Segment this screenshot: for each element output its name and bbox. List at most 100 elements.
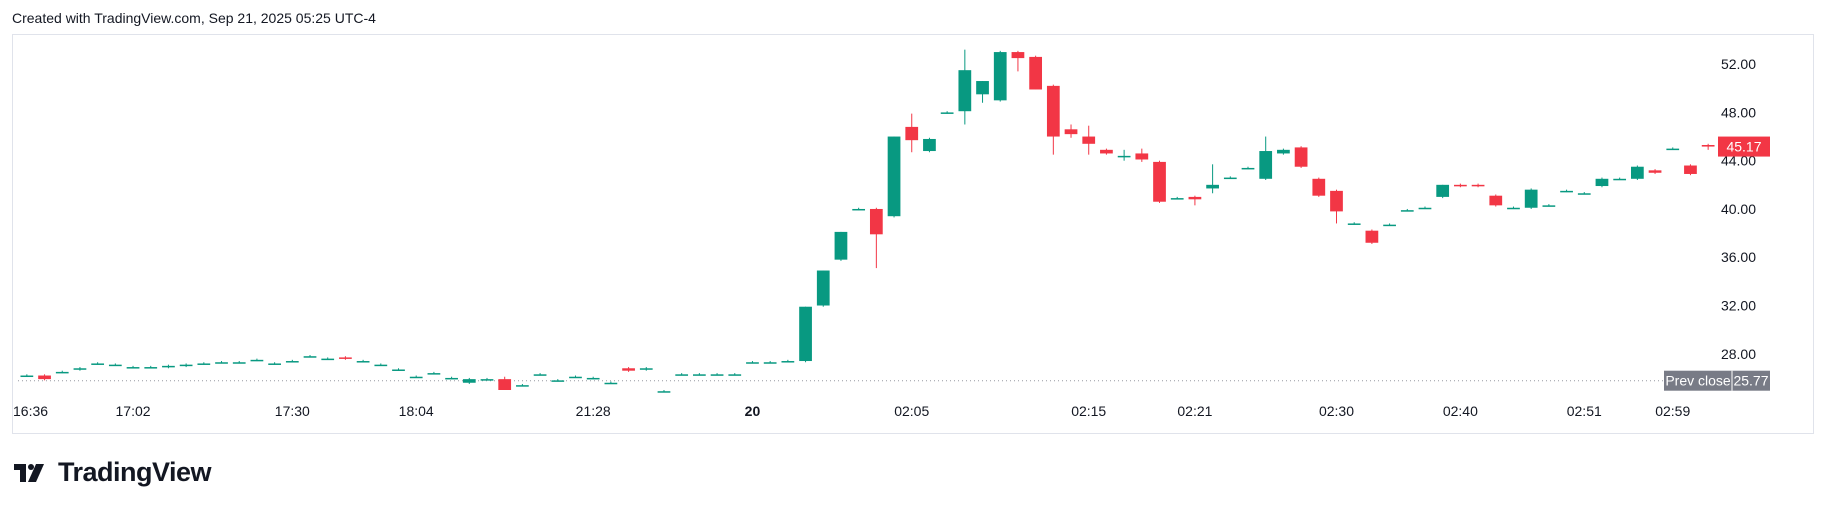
- candle-body[interactable]: [1170, 198, 1184, 200]
- candle-body[interactable]: [728, 374, 742, 376]
- candle-body[interactable]: [91, 363, 105, 365]
- candle-body[interactable]: [852, 208, 866, 211]
- candle-body[interactable]: [1383, 224, 1396, 227]
- candle-body[interactable]: [1524, 189, 1538, 208]
- candle-body[interactable]: [250, 359, 264, 362]
- candle-body[interactable]: [940, 112, 954, 114]
- candle-body[interactable]: [1294, 147, 1308, 167]
- candle-body[interactable]: [374, 364, 388, 367]
- candle-body[interactable]: [1153, 161, 1166, 202]
- tradingview-logo[interactable]: TradingView: [14, 457, 212, 488]
- candle-body[interactable]: [1489, 195, 1503, 206]
- candle-body[interactable]: [1454, 184, 1467, 187]
- candle-body[interactable]: [551, 380, 565, 382]
- candle-body[interactable]: [816, 270, 830, 306]
- candle-body[interactable]: [622, 368, 635, 371]
- candle-body[interactable]: [144, 367, 158, 369]
- candle-body[interactable]: [1241, 167, 1255, 170]
- candle-body[interactable]: [1082, 136, 1096, 144]
- candle-body[interactable]: [1188, 196, 1202, 200]
- candle-body[interactable]: [1064, 129, 1078, 135]
- candle-body[interactable]: [1542, 205, 1556, 207]
- candle-body[interactable]: [1206, 184, 1219, 189]
- candle-body[interactable]: [1400, 210, 1414, 212]
- candle-body[interactable]: [710, 374, 724, 376]
- candle-body[interactable]: [675, 374, 689, 376]
- candle-body[interactable]: [38, 375, 51, 380]
- candle-body[interactable]: [1347, 223, 1361, 225]
- candle-body[interactable]: [321, 358, 335, 361]
- candle-body[interactable]: [533, 374, 547, 376]
- candle-body[interactable]: [285, 361, 299, 363]
- candle-body[interactable]: [586, 377, 600, 380]
- candle-body[interactable]: [1365, 230, 1379, 243]
- candle-body[interactable]: [356, 361, 370, 363]
- candle-body[interactable]: [869, 208, 883, 235]
- candle-body[interactable]: [1418, 207, 1432, 210]
- candle-body[interactable]: [162, 365, 175, 368]
- candle-body[interactable]: [232, 362, 246, 364]
- candle-body[interactable]: [480, 379, 494, 381]
- candle-body[interactable]: [763, 362, 777, 364]
- candle-body[interactable]: [887, 136, 901, 217]
- chart-panel[interactable]: 52.00 48.00 44.00 40.00 36.00 32.00 28.00 16:36…: [12, 34, 1814, 434]
- candle-body[interactable]: [20, 375, 34, 378]
- candle-body[interactable]: [569, 376, 582, 379]
- candle-body[interactable]: [108, 364, 122, 367]
- candle-body[interactable]: [958, 70, 972, 112]
- candle-body[interactable]: [1277, 149, 1290, 154]
- candle-body[interactable]: [445, 377, 458, 380]
- candle-body[interactable]: [1471, 184, 1485, 187]
- candle-body[interactable]: [1436, 184, 1450, 197]
- candle-body[interactable]: [923, 138, 936, 152]
- candle-body[interactable]: [1701, 145, 1715, 147]
- candle-body[interactable]: [179, 364, 193, 367]
- candle-body[interactable]: [834, 231, 848, 260]
- candle-body[interactable]: [126, 367, 140, 369]
- candle-body[interactable]: [1259, 151, 1273, 179]
- candle-body[interactable]: [427, 373, 441, 375]
- candle-body[interactable]: [462, 379, 476, 383]
- candle-body[interactable]: [303, 356, 317, 358]
- candle-body[interactable]: [498, 379, 512, 390]
- candle-body[interactable]: [339, 357, 352, 359]
- candle-body[interactable]: [604, 382, 618, 385]
- candle-body[interactable]: [1595, 178, 1609, 187]
- candlestick-chart[interactable]: 52.00 48.00 44.00 40.00 36.00 32.00 28.00 16:36…: [13, 35, 1815, 435]
- candle-body[interactable]: [1100, 149, 1113, 154]
- candle-body[interactable]: [1117, 155, 1131, 158]
- candle-body[interactable]: [1223, 177, 1237, 180]
- candle-body[interactable]: [993, 52, 1007, 101]
- candle-body[interactable]: [746, 362, 759, 364]
- candle-body[interactable]: [268, 363, 281, 365]
- candle-body[interactable]: [639, 368, 653, 370]
- candle-body[interactable]: [1312, 178, 1326, 196]
- candle-body[interactable]: [1046, 85, 1060, 137]
- candle-body[interactable]: [1684, 165, 1697, 174]
- candle-body[interactable]: [1666, 148, 1680, 151]
- candle-body[interactable]: [1648, 170, 1662, 173]
- candle-body[interactable]: [1135, 153, 1149, 160]
- candle-body[interactable]: [1011, 52, 1025, 59]
- candle-body[interactable]: [1560, 190, 1573, 193]
- candle-body[interactable]: [1330, 190, 1343, 212]
- candle-body[interactable]: [781, 361, 795, 363]
- candle-body[interactable]: [197, 363, 211, 365]
- candle-body[interactable]: [976, 81, 989, 95]
- candle-body[interactable]: [73, 368, 87, 370]
- candle-body[interactable]: [1577, 193, 1591, 195]
- candle-body[interactable]: [215, 362, 228, 364]
- candle-body[interactable]: [692, 374, 706, 376]
- candle-body[interactable]: [799, 306, 812, 362]
- candle-body[interactable]: [1630, 166, 1644, 179]
- candle-body[interactable]: [55, 371, 69, 374]
- candle-body[interactable]: [1029, 56, 1043, 90]
- candle-body[interactable]: [392, 369, 405, 371]
- candle-body[interactable]: [409, 376, 423, 379]
- prev-close-value: 25.77: [1733, 373, 1768, 389]
- candle-body[interactable]: [1507, 207, 1520, 210]
- candle-body[interactable]: [905, 126, 919, 141]
- candle-body[interactable]: [516, 385, 529, 387]
- candle-body[interactable]: [657, 391, 671, 393]
- candle-body[interactable]: [1613, 178, 1627, 181]
